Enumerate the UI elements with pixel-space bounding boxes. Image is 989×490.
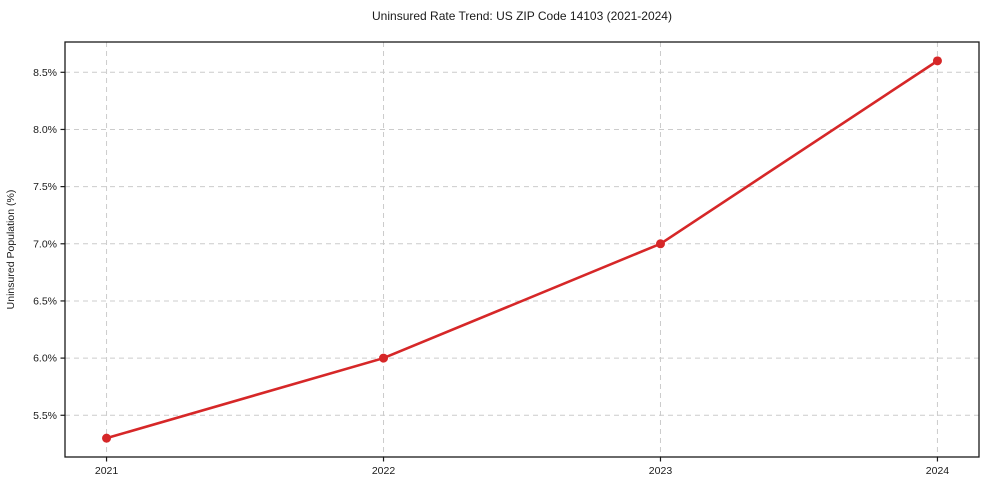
- x-tick-label: 2022: [372, 465, 396, 477]
- y-tick-label: 7.0%: [33, 238, 57, 250]
- x-tick-label: 2023: [649, 465, 673, 477]
- y-tick-label: 7.5%: [33, 181, 57, 193]
- x-tick-label: 2021: [95, 465, 119, 477]
- y-tick-label: 6.0%: [33, 353, 57, 365]
- data-point: [655, 239, 665, 249]
- y-axis-label: Uninsured Population (%): [5, 190, 17, 310]
- chart-title: Uninsured Rate Trend: US ZIP Code 14103 …: [372, 9, 672, 23]
- y-tick-label: 5.5%: [33, 410, 57, 422]
- trend-line: [105, 59, 939, 440]
- y-tick-label: 8.5%: [33, 67, 57, 79]
- plot-border: [64, 41, 980, 458]
- y-tick-label: 6.5%: [33, 296, 57, 308]
- data-point: [932, 56, 942, 66]
- data-point: [379, 353, 389, 363]
- x-tick-label: 2024: [926, 465, 950, 477]
- y-tick-label: 8.0%: [33, 124, 57, 136]
- data-point: [102, 433, 112, 443]
